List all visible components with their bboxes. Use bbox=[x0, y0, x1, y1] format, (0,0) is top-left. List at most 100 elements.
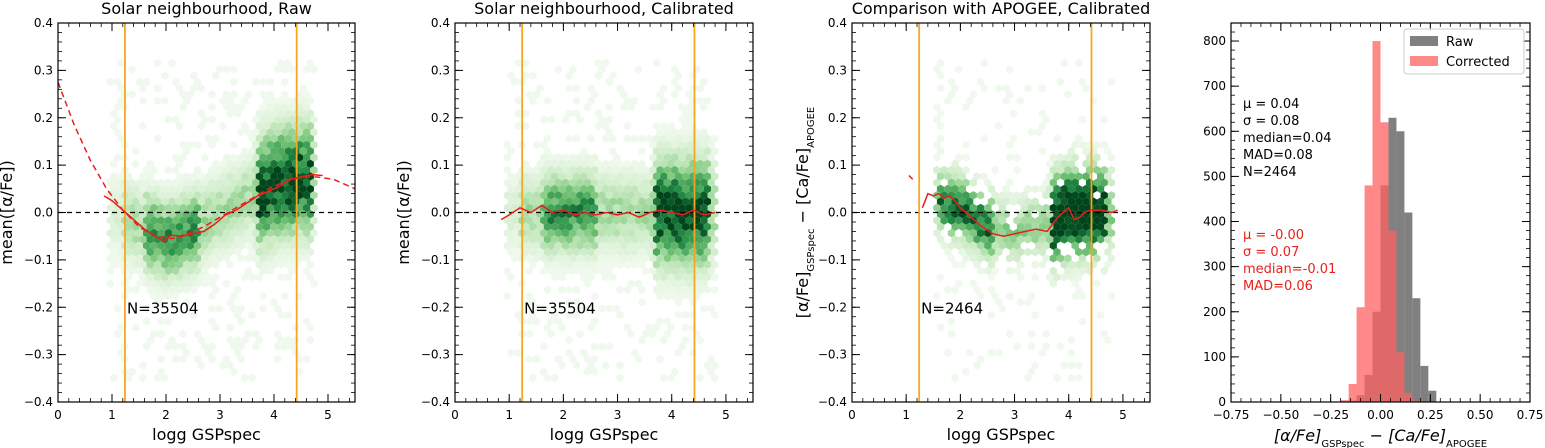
hexbin-cell bbox=[223, 153, 231, 162]
hexbin-cell bbox=[995, 197, 1003, 206]
hexbin-cell bbox=[172, 291, 180, 301]
legend-label: Raw bbox=[1446, 35, 1474, 50]
hexbin-cell bbox=[678, 254, 686, 263]
hexbin-cell bbox=[616, 184, 624, 194]
x-tick-label: 0.50 bbox=[1467, 408, 1494, 422]
y-tick-label: 700 bbox=[1203, 79, 1226, 93]
hexbin-cell bbox=[113, 191, 122, 200]
hexbin-cell bbox=[273, 228, 282, 238]
hexbin-cell bbox=[175, 172, 183, 181]
hexbin-cell bbox=[711, 273, 719, 282]
hexbin-cell bbox=[1024, 197, 1032, 206]
x-tick-label: 3 bbox=[614, 408, 622, 422]
hexbin-cell bbox=[190, 260, 198, 269]
hexbin-cell bbox=[1082, 147, 1090, 156]
hexbin-cell bbox=[1075, 172, 1083, 181]
hexbin-cell bbox=[270, 247, 278, 257]
hexbin-cell bbox=[172, 254, 180, 263]
hexbin-cell bbox=[303, 102, 311, 112]
hexbin-cell bbox=[711, 134, 719, 143]
hexbin-cell bbox=[962, 191, 970, 200]
hexbin-cell bbox=[660, 121, 668, 131]
hexbin-cell bbox=[540, 228, 548, 238]
hexbin-cell bbox=[1097, 172, 1105, 181]
hexbin-cell bbox=[255, 159, 263, 168]
hexbin-cell bbox=[193, 354, 202, 364]
hexbin-cell bbox=[1097, 235, 1105, 244]
hexbin-cell bbox=[1100, 178, 1108, 187]
hexbin-cell bbox=[303, 65, 311, 74]
hexbin-cell bbox=[1067, 373, 1076, 383]
hexbin-cell bbox=[587, 235, 595, 244]
hexbin-cell bbox=[671, 153, 679, 162]
hexbin-cell bbox=[616, 159, 624, 168]
hexbin-cell bbox=[204, 273, 213, 282]
hexbin-cell bbox=[587, 247, 595, 257]
hexbin-cell bbox=[565, 172, 573, 181]
hexbin-cell bbox=[536, 184, 544, 194]
hexbin-cell bbox=[190, 310, 198, 320]
hexbin-cell bbox=[241, 184, 249, 194]
hexbin-cell bbox=[190, 235, 198, 244]
hexbin-cell bbox=[143, 304, 151, 313]
hexbin-cell bbox=[1038, 260, 1046, 269]
hexbin-cell bbox=[602, 235, 610, 244]
hexbin-cell bbox=[113, 128, 122, 137]
hexbin-cell bbox=[652, 273, 661, 282]
hexbin-cell bbox=[685, 228, 693, 238]
hexbin-cell bbox=[157, 191, 165, 200]
hexbin-cell bbox=[179, 178, 187, 187]
hexbin-cell bbox=[933, 115, 941, 124]
hexbin-cell bbox=[219, 172, 227, 181]
hexbin-cell bbox=[656, 254, 664, 263]
hexbin-cell bbox=[966, 222, 974, 231]
hexbin-cell bbox=[168, 197, 176, 206]
hexbin-cell bbox=[707, 304, 715, 313]
hexbin-cell bbox=[1031, 197, 1039, 206]
hexbin-cell bbox=[998, 203, 1006, 213]
hexbin-cell bbox=[1006, 65, 1014, 74]
hexbin-cell bbox=[1042, 342, 1050, 351]
hexbin-cell bbox=[525, 228, 533, 238]
hexbin-cell bbox=[241, 336, 249, 345]
hexbin-cell bbox=[525, 266, 533, 276]
hexbin-cell bbox=[183, 298, 191, 307]
hexbin-cell bbox=[507, 172, 515, 181]
hexbin-cell bbox=[1056, 304, 1065, 313]
hexbin-cell bbox=[700, 266, 708, 276]
hexbin-cell bbox=[594, 121, 602, 131]
hexbin-cell bbox=[299, 84, 307, 93]
hexbin-cell bbox=[587, 172, 595, 181]
hexbin-cell bbox=[572, 109, 581, 118]
hexbin-cell bbox=[146, 260, 154, 269]
hexbin-cell bbox=[998, 216, 1006, 225]
hexbin-cell bbox=[966, 235, 974, 244]
hexbin-cell bbox=[179, 90, 187, 99]
hexbin-cell bbox=[1093, 254, 1101, 263]
hexbin-cell bbox=[667, 147, 675, 156]
hexbin-cell bbox=[962, 216, 970, 225]
hexbin-cell bbox=[503, 241, 511, 250]
hexbin-cell bbox=[186, 203, 194, 213]
hexbin-cell bbox=[602, 222, 610, 231]
hexbin-cell bbox=[230, 90, 238, 99]
hexbin-cell bbox=[605, 266, 613, 276]
hexbin-cell bbox=[674, 298, 682, 307]
hexbin-cell bbox=[1100, 115, 1108, 124]
y-axis-label: mean([α/Fe]) bbox=[394, 160, 413, 264]
hexbin-cell bbox=[620, 216, 628, 225]
hexbin-cell bbox=[696, 96, 704, 105]
y-tick-label: 500 bbox=[1203, 169, 1226, 183]
hexbin-cell bbox=[164, 254, 173, 263]
hexbin-cell bbox=[288, 342, 296, 351]
hexbin-cell bbox=[703, 96, 712, 105]
hexbin-cell bbox=[565, 71, 573, 80]
hexbin-cell bbox=[642, 254, 650, 263]
hexbin-cell bbox=[638, 172, 646, 181]
hexbin-cell bbox=[1071, 153, 1079, 162]
hexbin-cell bbox=[558, 285, 566, 294]
x-tick-label: −0.25 bbox=[1312, 408, 1349, 422]
hexbin-cell bbox=[572, 310, 581, 320]
hexbin-cell bbox=[208, 165, 216, 175]
hexbin-cell bbox=[266, 115, 274, 124]
